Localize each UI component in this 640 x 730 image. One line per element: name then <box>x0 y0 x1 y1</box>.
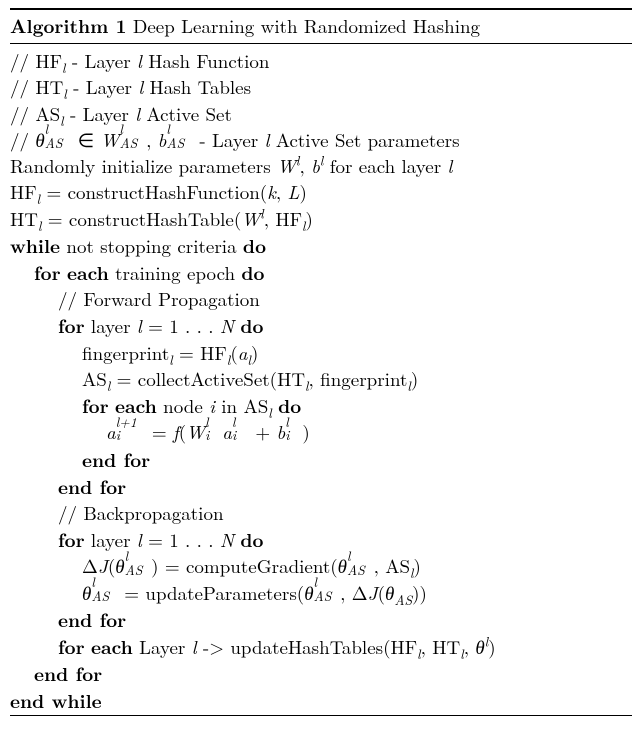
endfor-epoch: end for <box>10 660 632 687</box>
comment-bwd: // Backpropagation <box>10 500 632 526</box>
comment-hf: // HFl - Layer l Hash Function <box>10 48 632 74</box>
endfor-layer-bwd: end for <box>10 606 632 633</box>
line-for-epoch: for each training epoch do <box>10 259 632 286</box>
line-for-layer-fwd: for layer l = 1 . . . N do <box>10 312 632 339</box>
comment-ht: // HTl - Layer l Hash Tables <box>10 74 632 100</box>
algo-title: Deep Learning with Randomized Hashing <box>133 12 480 39</box>
line-for-layer-bwd: for layer l = 1 . . . N do <box>10 526 632 553</box>
line-while: while not stopping criteria do <box>10 232 632 259</box>
algorithm-block: { "colors": { "text": "#000000", "backgr… <box>0 0 640 730</box>
line-fingerprint: fingerprintl = HFl(al) <box>10 340 632 366</box>
line-update-ht: for each Layer l -> updateHashTables(HFl… <box>10 633 632 660</box>
line-activation: al+1i = f(Wliali + bli) <box>10 419 632 445</box>
line-grad: ΔJ(θlAS) = computeGradient(θlAS, ASl) <box>10 553 632 579</box>
comment-theta: // θlAS ∈ WlAS, blAS - Layer l Active Se… <box>10 127 632 153</box>
rule-bottom <box>10 715 632 716</box>
endfor-layer-fwd: end for <box>10 473 632 500</box>
algorithm-body: // HFl - Layer l Hash Function // HTl - … <box>10 44 632 714</box>
line-hf-assign: HFl = constructHashFunction(k, L) <box>10 179 632 205</box>
line-ht-assign: HTl = constructHashTable(Wl, HFl) <box>10 206 632 232</box>
comment-as: // ASl - Layer l Active Set <box>10 101 632 127</box>
comment-fwd: // Forward Propagation <box>10 286 632 312</box>
line-update: θlAS = updateParameters(θlAS, ΔJ(θAS)) <box>10 580 632 606</box>
line-for-node: for each node i in ASl do <box>10 392 632 419</box>
line-collect: ASl = collectActiveSet(HTl, fingerprintl… <box>10 366 632 392</box>
endfor-node: end for <box>10 446 632 473</box>
line-init: Randomly initialize parameters Wl, bl fo… <box>10 153 632 179</box>
algorithm-header: Algorithm 1 Deep Learning with Randomize… <box>10 10 632 43</box>
algo-number: Algorithm 1 <box>10 11 127 39</box>
endwhile: end while <box>10 687 632 714</box>
